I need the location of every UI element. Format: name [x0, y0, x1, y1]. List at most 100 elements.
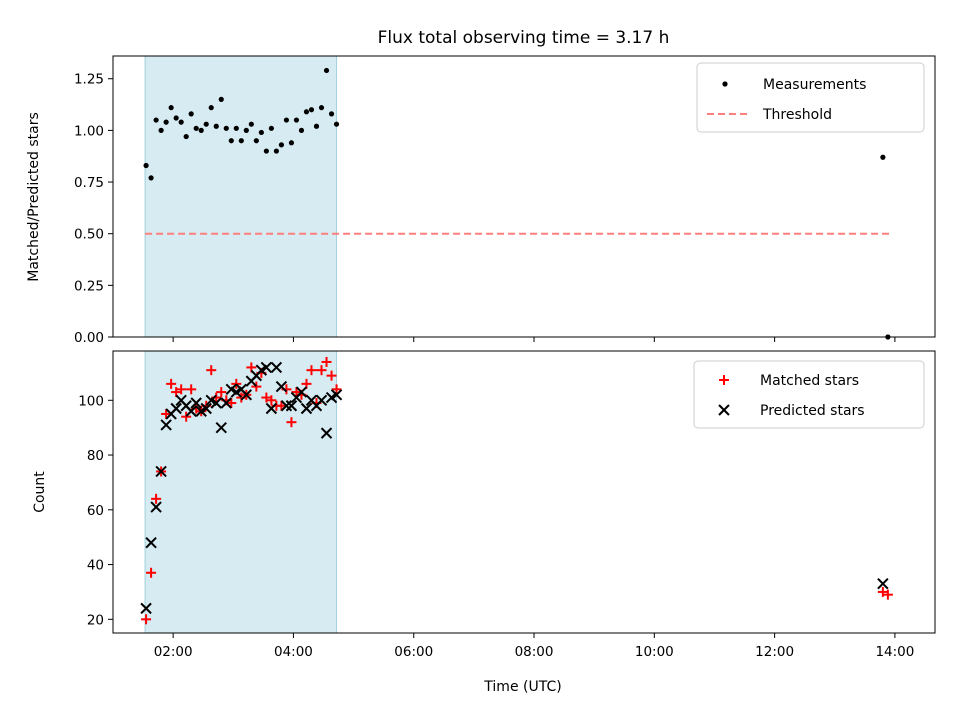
measurement-point — [313, 123, 320, 129]
measurement-point — [293, 117, 300, 123]
predicted-star-point — [155, 465, 167, 478]
ratio-y-tick-label: 0.75 — [74, 175, 104, 191]
measurement-point — [303, 109, 310, 115]
matched-star-point — [276, 400, 287, 411]
measurement-point — [278, 142, 285, 148]
measurements-series — [143, 67, 891, 340]
predicted-star-point — [220, 397, 232, 409]
measurement-point — [158, 127, 164, 133]
predicted-star-point — [215, 421, 227, 434]
x-tick-label: 08:00 — [515, 644, 554, 660]
measurement-point — [233, 125, 239, 131]
count-panel-x-ticks: 02:00 04:00 06:00 08:00 10:00 12:00 14:00 — [154, 633, 914, 660]
matched-star-point — [166, 378, 177, 389]
predicted-star-point — [330, 389, 343, 401]
matched-star-point — [181, 411, 192, 422]
count-panel-legend: Matched stars Predicted stars — [693, 360, 925, 429]
count-panel: 20 40 60 80 100 02:00 04:00 06:00 08:00 10:00 12:… — [32, 350, 936, 695]
measurement-point — [198, 127, 204, 133]
measurement-point — [203, 121, 209, 127]
ratio-y-tick-label: 1.25 — [74, 72, 104, 88]
ratio-panel-shaded-interval — [144, 55, 338, 338]
x-axis-label: Time (UTC) — [483, 679, 561, 695]
measurement-point — [273, 148, 279, 154]
matched-star-point — [206, 365, 217, 376]
measurement-point — [183, 133, 189, 140]
predicted-star-point — [270, 361, 283, 374]
measurement-point — [243, 127, 249, 133]
ratio-panel-legend: Measurements Threshold — [696, 62, 925, 133]
ratio-panel: 0.00 0.25 0.50 0.75 1.00 1.25 Matched/Predict… — [26, 55, 936, 346]
count-y-tick-label: 40 — [87, 558, 104, 574]
legend-frame — [693, 360, 925, 429]
predicted-star-point — [145, 536, 157, 549]
predicted-stars-series — [140, 361, 889, 615]
predicted-star-point — [160, 419, 172, 431]
matched-star-point — [146, 567, 157, 578]
legend-matched-label: Matched stars — [760, 373, 859, 389]
measurement-point — [880, 154, 886, 160]
x-tick-label: 12:00 — [755, 644, 794, 660]
ratio-panel-frame — [112, 55, 936, 338]
x-tick-label: 10:00 — [635, 644, 674, 660]
measurement-point — [178, 119, 184, 125]
matched-star-point — [321, 356, 332, 367]
ratio-y-tick-label: 1.00 — [74, 123, 104, 139]
ratio-panel-y-ticks: 0.00 0.25 0.50 0.75 1.00 1.25 — [74, 72, 113, 346]
measurement-point — [263, 148, 269, 154]
measurement-point — [248, 121, 254, 127]
count-panel-y-ticks: 20 40 60 80 100 — [78, 393, 113, 628]
matched-star-point — [216, 387, 227, 398]
matched-star-point — [251, 381, 262, 392]
measurement-point — [188, 111, 194, 117]
measurement-point — [333, 121, 340, 127]
legend-predicted-label: Predicted stars — [760, 403, 865, 419]
x-tick-label: 06:00 — [394, 644, 433, 660]
predicted-star-point — [190, 397, 202, 409]
count-y-tick-label: 100 — [78, 393, 104, 409]
legend-matched-marker — [719, 375, 729, 385]
predicted-star-point — [170, 402, 182, 415]
matched-star-point — [877, 586, 888, 597]
count-y-tick-label: 60 — [87, 503, 104, 519]
ratio-y-tick-label: 0.25 — [74, 278, 104, 294]
measurement-point — [328, 111, 335, 117]
predicted-star-point — [185, 405, 197, 417]
measurement-point — [148, 175, 154, 181]
predicted-star-point — [295, 386, 308, 398]
predicted-star-point — [240, 389, 253, 401]
matched-star-point — [882, 589, 893, 600]
matched-star-point — [291, 387, 302, 398]
measurement-point — [143, 162, 149, 169]
matched-star-point — [186, 384, 197, 395]
matched-star-point — [261, 392, 272, 403]
matched-star-point — [176, 384, 187, 395]
predicted-star-point — [210, 397, 222, 409]
matched-star-point — [226, 398, 237, 409]
measurement-point — [213, 123, 219, 129]
measurement-point — [288, 140, 295, 146]
predicted-star-point — [320, 427, 333, 439]
ratio-panel-x-ticks — [172, 337, 896, 342]
predicted-star-point — [300, 402, 313, 415]
count-y-tick-label: 20 — [87, 612, 104, 628]
matched-star-point — [316, 365, 327, 376]
matched-star-point — [161, 408, 172, 419]
predicted-star-point — [140, 602, 152, 615]
x-tick-label: 02:00 — [154, 644, 193, 660]
ratio-y-tick-label: 0.50 — [74, 227, 104, 243]
x-tick-label: 04:00 — [274, 644, 313, 660]
measurement-point — [318, 105, 325, 111]
predicted-star-point — [265, 402, 278, 415]
measurement-point — [218, 96, 224, 102]
predicted-star-point — [275, 380, 288, 393]
measurement-point — [323, 67, 330, 74]
measurement-point — [163, 119, 169, 125]
count-panel-frame — [112, 350, 936, 634]
measurement-point — [153, 117, 159, 123]
ratio-y-tick-label: 0.00 — [74, 330, 104, 346]
measurement-point — [298, 127, 305, 133]
measurement-point — [223, 125, 229, 131]
matched-star-point — [326, 370, 337, 381]
